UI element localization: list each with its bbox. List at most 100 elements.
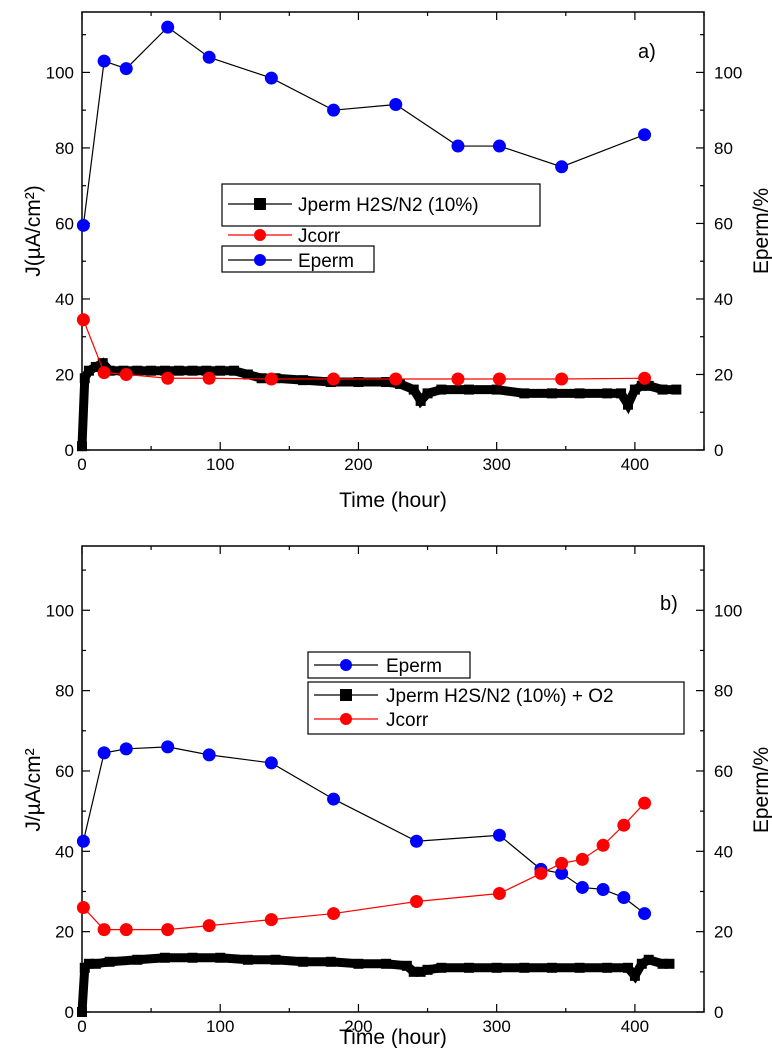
data-point (574, 962, 585, 973)
data-point (616, 388, 627, 399)
series-line (82, 746, 645, 915)
data-point (492, 886, 506, 900)
data-point (76, 834, 90, 848)
y-right-tick-label: 80 (714, 682, 733, 701)
data-point (555, 160, 569, 174)
data-point (242, 954, 253, 965)
data-point (657, 384, 668, 395)
data-point (173, 365, 184, 376)
data-point (436, 384, 447, 395)
data-point (229, 365, 240, 376)
legend-marker-jcorr-a (254, 229, 266, 241)
y-right-tick-label: 20 (714, 365, 733, 384)
legend-marker-jperm-a (254, 198, 266, 210)
data-point (353, 958, 364, 969)
data-point (381, 958, 392, 969)
data-point (76, 901, 90, 915)
data-point (555, 856, 569, 870)
data-point (90, 361, 101, 372)
legend-label-jperm-a: Jperm H2S/N2 (10%) (298, 195, 479, 216)
data-point (622, 962, 633, 973)
x-axis-label-b: Time (hour) (339, 1026, 447, 1048)
x-tick-label: 0 (77, 455, 86, 474)
data-point (638, 907, 652, 921)
data-point (492, 139, 506, 153)
data-point (264, 71, 278, 85)
data-point (76, 218, 90, 232)
plot-frame-b (81, 545, 705, 1013)
x-tick-label: 400 (621, 455, 649, 474)
x-tick-label: 300 (482, 455, 510, 474)
x-tick-label: 0 (77, 1017, 86, 1036)
x-tick-label: 100 (206, 455, 234, 474)
data-point (215, 365, 226, 376)
data-point (202, 919, 216, 933)
panel-label-b: b) (660, 593, 678, 615)
data-point (546, 388, 557, 399)
axis-ticks-b: 0 100 200 300 400 0 20 40 60 80 100 0 20 40 60 80 100 (46, 546, 742, 1036)
y-tick-label: 100 (46, 63, 74, 82)
data-point (519, 962, 530, 973)
axis-ticks-a: 0 100 200 300 400 0 20 40 60 80 100 0 20 40 60 80 100 (46, 12, 742, 474)
data-point (201, 365, 212, 376)
data-point (242, 369, 253, 380)
data-point (389, 98, 403, 112)
y-tick-label: 20 (55, 923, 74, 942)
data-point (401, 960, 412, 971)
y-right-tick-label: 20 (714, 923, 733, 942)
data-point (132, 954, 143, 965)
data-point (491, 384, 502, 395)
data-point (643, 380, 654, 391)
data-point (546, 962, 557, 973)
x-axis-label-a: Time (hour) (339, 489, 447, 512)
series-eperm (76, 20, 652, 232)
y-right-tick-label: 100 (714, 63, 742, 82)
data-point (161, 371, 175, 385)
data-point (381, 377, 392, 388)
legend-label-jperm-b: Jperm H2S/N2 (10%) + O2 (386, 686, 614, 707)
y-axis-right-label-b: Eperm/% (750, 747, 772, 833)
data-point (409, 834, 423, 848)
data-point (602, 962, 613, 973)
data-point (638, 796, 652, 810)
y-right-tick-label: 40 (714, 842, 733, 861)
data-point (161, 923, 175, 937)
data-point (327, 103, 341, 117)
data-point (534, 866, 548, 880)
data-point (464, 384, 475, 395)
data-point (325, 956, 336, 967)
data-point (187, 365, 198, 376)
data-point (97, 54, 111, 68)
data-point (408, 384, 419, 395)
data-point (638, 128, 652, 142)
data-point (353, 377, 364, 388)
data-point (664, 958, 675, 969)
data-point (575, 852, 589, 866)
data-point (202, 371, 216, 385)
data-point (215, 952, 226, 963)
data-point (90, 958, 101, 969)
y-right-tick-label: 60 (714, 214, 733, 233)
data-point (97, 366, 111, 380)
x-tick-label: 100 (206, 1017, 234, 1036)
data-point (79, 373, 90, 384)
legend-label-jcorr-b: Jcorr (386, 710, 429, 731)
legend-marker-jcorr-b (340, 713, 352, 725)
data-point (671, 384, 682, 395)
y-right-tick-label: 0 (714, 441, 723, 460)
data-point (638, 371, 652, 385)
x-tick-label: 400 (621, 1017, 649, 1036)
data-point (415, 395, 426, 406)
y-tick-label: 40 (55, 290, 74, 309)
data-point (264, 372, 278, 386)
legend-label-jcorr-a: Jcorr (298, 226, 341, 247)
x-tick-label: 200 (344, 1017, 372, 1036)
legend-marker-eperm-a (254, 254, 266, 266)
data-point (492, 828, 506, 842)
data-point (83, 958, 94, 969)
data-point (187, 952, 198, 963)
x-tick-label: 300 (482, 1017, 510, 1036)
y-right-tick-label: 80 (714, 139, 733, 158)
y-tick-label: 0 (65, 441, 74, 460)
y-right-tick-label: 60 (714, 762, 733, 781)
